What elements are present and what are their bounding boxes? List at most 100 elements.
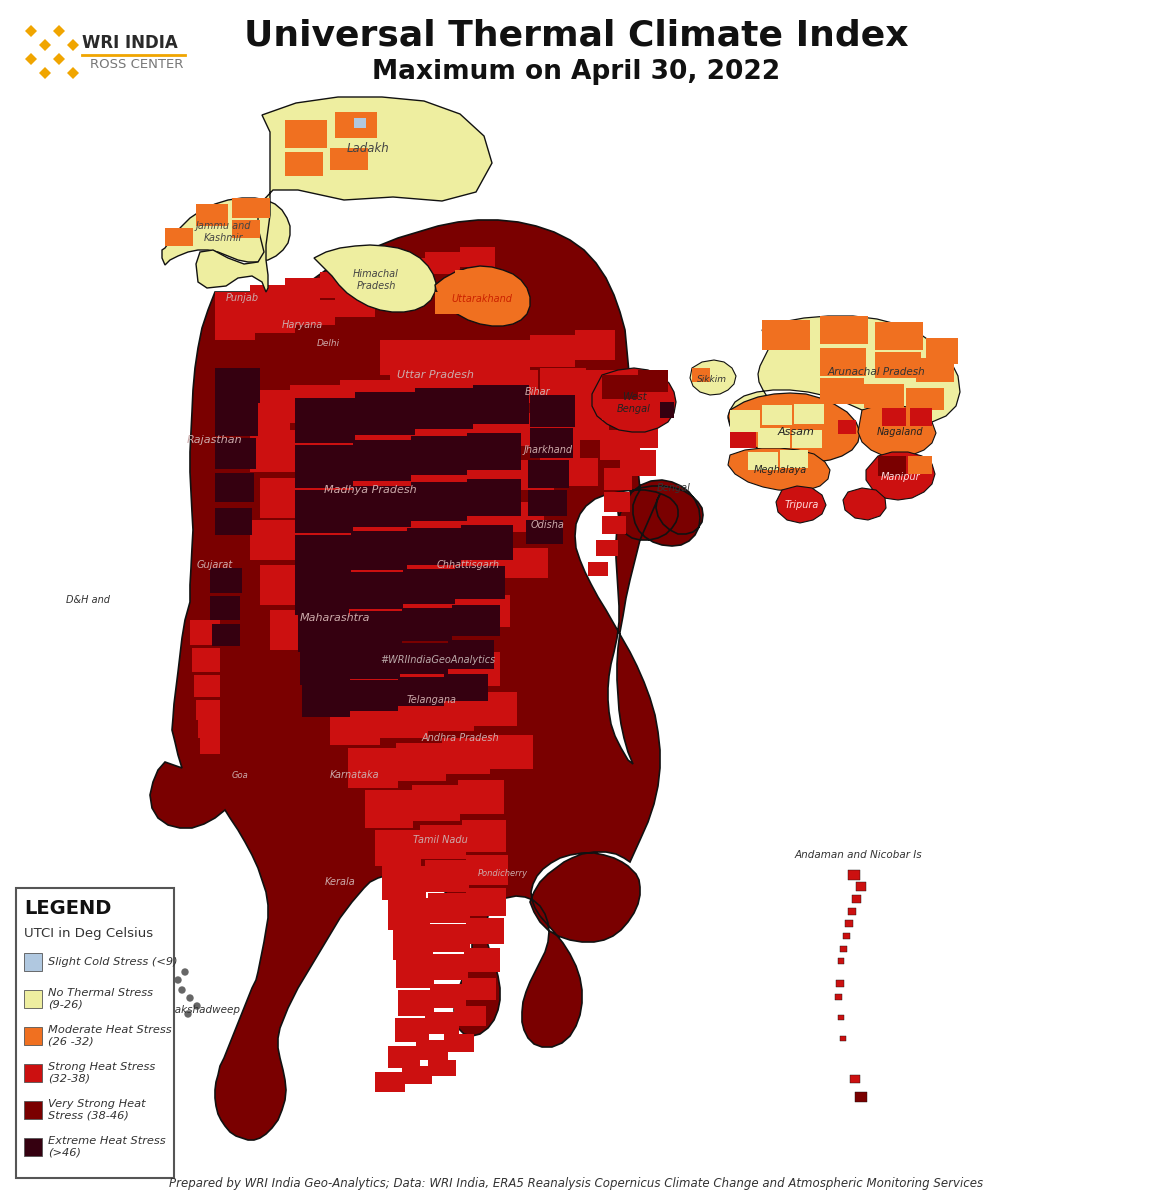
Bar <box>240 390 290 430</box>
Bar <box>359 420 415 458</box>
Polygon shape <box>39 38 51 50</box>
Bar <box>382 866 426 900</box>
Bar <box>24 1138 41 1156</box>
Bar <box>320 272 355 298</box>
Bar <box>843 934 850 938</box>
Bar <box>260 478 310 518</box>
Text: Delhi: Delhi <box>317 340 340 348</box>
Text: Tripura: Tripura <box>785 500 819 510</box>
Bar <box>430 924 470 952</box>
Bar <box>215 292 250 326</box>
Bar <box>355 392 415 434</box>
Bar <box>464 948 500 972</box>
Polygon shape <box>592 368 676 432</box>
Bar <box>838 958 844 964</box>
Bar <box>359 558 410 594</box>
Bar <box>425 252 460 274</box>
Bar <box>388 898 430 930</box>
Polygon shape <box>728 448 829 491</box>
Text: Goa: Goa <box>232 770 249 780</box>
Text: Bengal: Bengal <box>657 482 691 493</box>
Bar <box>192 648 220 672</box>
Bar <box>300 650 350 685</box>
Bar <box>530 428 573 458</box>
Bar <box>190 620 220 646</box>
Text: Haryana: Haryana <box>281 320 323 330</box>
Bar <box>758 428 790 448</box>
Bar <box>508 460 554 490</box>
Bar <box>848 870 861 880</box>
Bar <box>926 338 958 364</box>
Polygon shape <box>162 198 290 265</box>
Bar <box>530 335 575 367</box>
Text: Maharashtra: Maharashtra <box>300 613 370 623</box>
Bar <box>359 660 410 698</box>
Bar <box>528 490 567 516</box>
Text: Andhra Pradesh: Andhra Pradesh <box>422 733 499 743</box>
Bar <box>402 1066 432 1084</box>
Text: Rajasthan: Rajasthan <box>187 434 243 445</box>
Bar <box>490 370 538 403</box>
Bar <box>460 462 508 494</box>
Bar <box>378 700 429 738</box>
Bar <box>302 684 350 716</box>
Bar <box>856 882 866 890</box>
Polygon shape <box>858 404 935 458</box>
Text: Andaman and Nicobar Is: Andaman and Nicobar Is <box>794 850 922 860</box>
Bar <box>455 566 505 599</box>
Bar <box>24 953 41 971</box>
Bar <box>730 432 756 448</box>
Bar <box>232 198 270 218</box>
Bar <box>260 565 310 605</box>
Bar <box>793 430 823 448</box>
Text: Manipur: Manipur <box>881 472 920 482</box>
Bar <box>908 456 932 474</box>
Text: Uttar Pradesh: Uttar Pradesh <box>396 370 473 380</box>
Bar <box>411 482 467 521</box>
Bar <box>411 436 467 475</box>
Bar <box>24 1064 41 1082</box>
Text: Jharkhand: Jharkhand <box>523 445 573 455</box>
Text: Jammu and
Kashmir: Jammu and Kashmir <box>195 221 251 242</box>
Text: Gujarat: Gujarat <box>197 560 233 570</box>
Bar <box>840 1036 846 1040</box>
Bar <box>354 118 366 128</box>
Bar <box>165 228 194 246</box>
Text: WRI INDIA: WRI INDIA <box>82 34 177 52</box>
Bar <box>748 452 778 470</box>
Bar <box>295 490 353 533</box>
Bar <box>295 535 351 576</box>
Bar <box>429 1060 456 1076</box>
Bar <box>454 1006 486 1026</box>
Bar <box>460 247 495 266</box>
Text: Very Strong Heat
Stress (38-46): Very Strong Heat Stress (38-46) <box>48 1099 145 1121</box>
Bar <box>335 295 376 317</box>
Bar <box>210 596 240 620</box>
Bar <box>554 458 598 486</box>
Bar <box>212 624 240 646</box>
Bar <box>852 895 861 902</box>
Polygon shape <box>67 38 79 50</box>
Bar <box>391 374 440 410</box>
Text: Sikkim: Sikkim <box>697 374 727 384</box>
Bar <box>388 1046 420 1068</box>
Bar <box>215 310 255 340</box>
Bar <box>850 1075 861 1082</box>
Text: Tamil Nadu: Tamil Nadu <box>412 835 468 845</box>
Polygon shape <box>67 67 79 79</box>
Bar <box>410 554 458 589</box>
Bar <box>391 258 425 283</box>
Bar <box>604 492 630 512</box>
Text: Odisha: Odisha <box>531 520 564 530</box>
Bar <box>200 738 220 754</box>
Bar <box>380 340 430 374</box>
Text: Pondicherry: Pondicherry <box>478 870 528 878</box>
Bar <box>400 643 448 674</box>
Bar <box>467 854 508 886</box>
Bar <box>16 888 174 1178</box>
Bar <box>210 568 242 593</box>
Polygon shape <box>150 220 703 1140</box>
Text: Bihar: Bihar <box>525 386 551 397</box>
Bar <box>353 440 411 481</box>
Text: Lakshadweep: Lakshadweep <box>169 1006 241 1015</box>
